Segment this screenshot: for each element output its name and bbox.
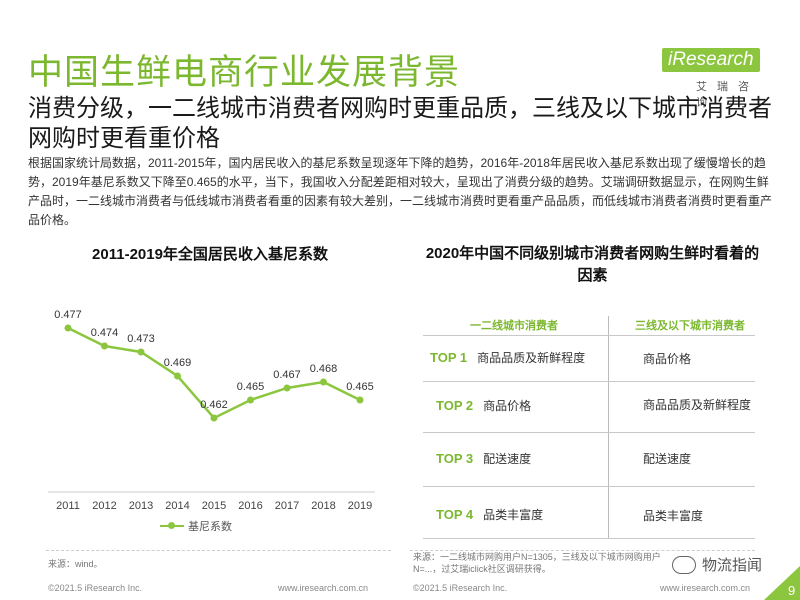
table-row: TOP 3 配送速度 [436, 450, 531, 467]
data-point [356, 396, 364, 404]
table-rule [423, 538, 755, 539]
x-tick-label: 2012 [92, 500, 116, 512]
col-header-tier3: 三线及以下城市消费者 [635, 320, 745, 332]
data-label: 0.465 [346, 381, 374, 393]
data-label: 0.462 [200, 399, 228, 411]
tier3-factor: 品类丰富度 [643, 509, 704, 523]
x-tick-label: 2016 [238, 500, 262, 512]
line-chart-title: 2011-2019年全国居民收入基尼系数 [92, 246, 328, 263]
footer-copyright-left: ©2021.5 iResearch Inc. [48, 583, 143, 593]
table-rule [423, 432, 755, 433]
page-corner-shape [764, 566, 800, 600]
page-title: 中国生鲜电商行业发展背景 [28, 53, 461, 92]
line-chart-legend: 基尼系数 [160, 518, 232, 534]
footer-url-right[interactable]: www.iresearch.com.cn [660, 583, 751, 593]
table-rule [423, 486, 755, 487]
tier3-factor: 商品品质及新鲜程度 [643, 398, 752, 412]
col-header-tier12: 一二线城市消费者 [470, 320, 558, 332]
data-point [174, 372, 181, 380]
wechat-icon [672, 555, 696, 574]
legend-label: 基尼系数 [188, 521, 232, 533]
body-paragraph: 根据国家统计局数据，2011-2015年，国内居民收入的基尼系数呈现逐年下降的趋… [28, 156, 773, 227]
data-label: 0.467 [273, 369, 301, 381]
footer-url-left[interactable]: www.iresearch.com.cn [278, 583, 369, 593]
table-chart-title: 2020年中国不同级别城市消费者网购生鲜时看着的因素 [425, 245, 760, 284]
data-point [101, 342, 108, 350]
data-label: 0.469 [164, 357, 192, 369]
tier3-factor: 配送速度 [643, 452, 692, 466]
x-tick-label: 2015 [202, 500, 226, 512]
x-tick-label: 2014 [165, 500, 189, 512]
x-tick-label: 2018 [311, 500, 335, 512]
data-point [320, 378, 327, 386]
data-label: 0.473 [127, 333, 155, 345]
table-rule [423, 381, 755, 382]
data-point [247, 396, 254, 404]
x-tick-label: 2017 [275, 500, 299, 512]
x-tick-label: 2013 [129, 500, 153, 512]
data-point [283, 384, 291, 392]
tier3-factor: 商品价格 [643, 352, 692, 366]
data-label: 0.465 [237, 381, 265, 393]
rank-label: TOP 3 [436, 451, 474, 466]
iresearch-logo: iResearch 艾瑞咨询 [662, 48, 772, 109]
footer-divider [410, 550, 755, 551]
tier12-factor: 品类丰富度 [483, 508, 544, 522]
tier12-factor: 商品品质及新鲜程度 [477, 351, 586, 365]
watermark-text: 物流指闻 [702, 557, 763, 574]
table-row: TOP 4 品类丰富度 [436, 506, 543, 523]
data-point [210, 414, 218, 422]
table-rule [423, 335, 755, 336]
footer-divider [46, 550, 391, 551]
logo-subtitle: 艾瑞咨询 [696, 81, 759, 109]
logo-text: iResearch [662, 48, 760, 72]
data-label: 0.477 [54, 309, 82, 321]
source-right: 来源：一二线城市网购用户N=1305，三线及以下城市网购用户N=...，过艾瑞i… [413, 552, 661, 574]
rank-label: TOP 1 [430, 350, 468, 365]
page-number-badge: 9 [764, 566, 800, 600]
data-point [64, 324, 72, 332]
tier12-factor: 商品价格 [483, 399, 532, 413]
data-label: 0.468 [310, 363, 338, 375]
data-label: 0.474 [91, 327, 119, 339]
page-number: 9 [788, 583, 795, 598]
table-row: TOP 1 商品品质及新鲜程度 [430, 349, 585, 366]
footer-copyright-right: ©2021.5 iResearch Inc. [413, 583, 508, 593]
tier12-factor: 配送速度 [483, 452, 532, 466]
source-left: 来源：wind。 [48, 559, 103, 569]
wechat-watermark: 物流指闻 [672, 554, 762, 575]
x-tick-label: 2011 [56, 500, 80, 512]
legend-swatch [160, 522, 184, 529]
gini-line-chart: 0.477 2011 0.474 2012 0.473 2013 0.469 2014 0.46… [48, 309, 375, 512]
page-subtitle: 消费分级，一二线城市消费者网购时更重品质，三线及以下城市消费者网购时更看重价格 [28, 95, 772, 152]
rank-label: TOP 2 [436, 398, 474, 413]
data-point [137, 348, 145, 356]
table-row: TOP 2 商品价格 [436, 397, 531, 414]
x-tick-label: 2019 [348, 500, 372, 512]
table-divider [608, 316, 609, 538]
rank-label: TOP 4 [436, 507, 474, 522]
